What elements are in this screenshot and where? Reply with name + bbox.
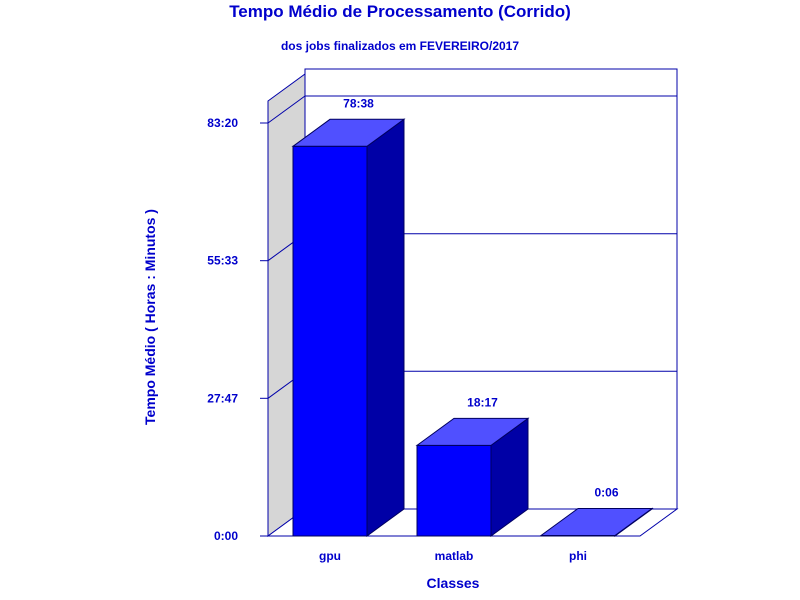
bar-value-label: 0:06 <box>594 486 618 500</box>
bar-value-label: 18:17 <box>467 395 498 409</box>
y-tick-label: 0:00 <box>214 529 238 543</box>
bar-gpu <box>291 118 406 537</box>
bar-front-face <box>292 145 368 537</box>
chart-title: Tempo Médio de Processamento (Corrido) <box>229 2 571 21</box>
y-tick-label: 55:33 <box>207 254 238 268</box>
y-axis-ticks: 0:00 27:47 55:33 83:20 <box>207 116 269 543</box>
x-tick-label: gpu <box>319 549 341 563</box>
x-tick-label: phi <box>569 549 587 563</box>
x-axis-ticks: gpu matlab phi <box>319 549 587 563</box>
bars: 78:38 18:17 0:06 <box>291 96 654 537</box>
x-axis-label: Classes <box>427 575 480 591</box>
bar-top-face <box>539 508 654 537</box>
x-tick-label: matlab <box>435 549 474 563</box>
bar-value-label: 78:38 <box>343 96 374 110</box>
bar-top-face <box>415 417 530 446</box>
y-tick-label: 27:47 <box>207 391 238 405</box>
bar-top-face <box>291 118 406 147</box>
bar-side-face <box>366 118 405 537</box>
y-tick-label: 83:20 <box>207 116 238 130</box>
bar-front-face <box>416 444 492 537</box>
bar-matlab <box>415 417 530 537</box>
bar-phi <box>539 507 654 537</box>
chart-subtitle: dos jobs finalizados em FEVEREIRO/2017 <box>281 39 519 53</box>
grid-line-diagonal <box>267 95 306 124</box>
y-axis-label: Tempo Médio ( Horas : Minutos ) <box>142 209 158 425</box>
